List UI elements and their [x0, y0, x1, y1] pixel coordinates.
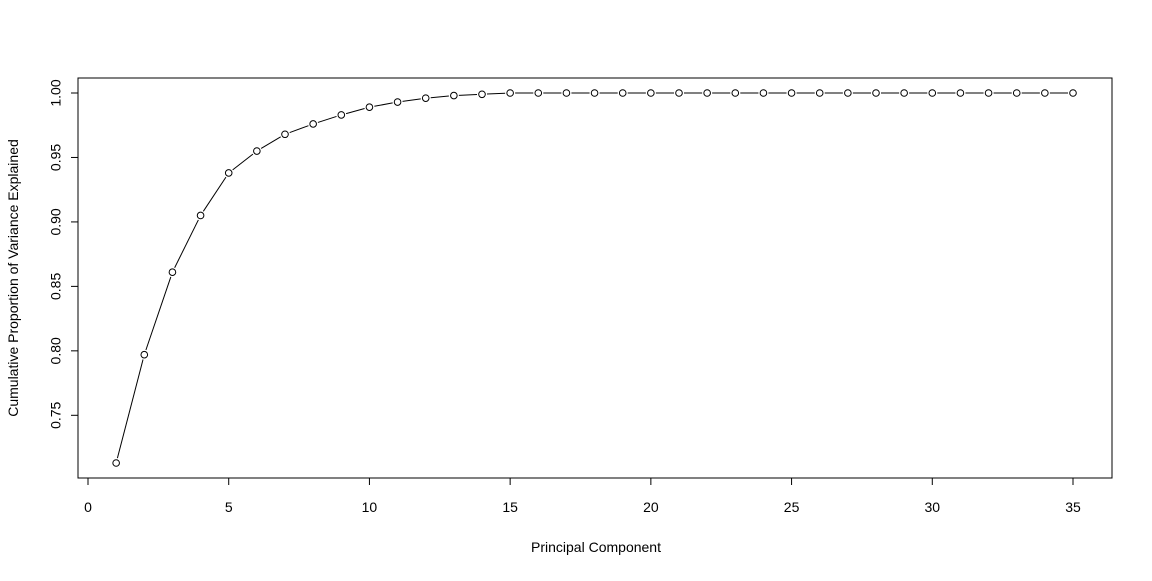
- y-tick-label: 0.90: [48, 208, 64, 235]
- data-point: [704, 90, 711, 97]
- line-segment: [487, 93, 505, 94]
- data-point: [225, 170, 232, 177]
- data-point: [845, 90, 852, 97]
- data-point: [985, 90, 992, 97]
- line-segment: [261, 137, 281, 149]
- line-segment: [374, 103, 392, 106]
- data-point: [676, 90, 683, 97]
- plot-frame: [78, 78, 1112, 478]
- y-tick-label: 0.80: [48, 337, 64, 364]
- data-point: [113, 460, 120, 467]
- data-point: [507, 90, 514, 97]
- y-tick-label: 1.00: [48, 79, 64, 106]
- line-segment: [203, 177, 226, 211]
- data-point: [254, 148, 261, 155]
- x-tick-label: 5: [225, 499, 233, 515]
- data-point: [141, 351, 148, 358]
- data-point: [1070, 90, 1077, 97]
- x-tick-label: 10: [362, 499, 378, 515]
- data-point: [563, 90, 570, 97]
- data-point: [310, 121, 317, 128]
- line-segment: [117, 360, 143, 459]
- data-point: [535, 90, 542, 97]
- data-point: [169, 269, 176, 276]
- line-segment: [459, 95, 477, 96]
- data-point: [816, 90, 823, 97]
- y-tick-label: 0.85: [48, 273, 64, 300]
- data-point: [760, 90, 767, 97]
- x-axis-label: Principal Component: [531, 539, 661, 555]
- y-tick-label: 0.95: [48, 144, 64, 171]
- x-tick-label: 20: [643, 499, 659, 515]
- y-axis-label: Cumulative Proportion of Variance Explai…: [5, 139, 21, 417]
- data-point: [901, 90, 908, 97]
- x-tick-label: 0: [84, 499, 92, 515]
- y-axis: 0.75 0.80 0.85 0.90 0.95 1.00: [48, 79, 78, 429]
- data-point: [479, 91, 486, 98]
- line-segment: [146, 277, 171, 350]
- x-tick-label: 15: [502, 499, 518, 515]
- data-point: [282, 131, 289, 138]
- line-segment: [318, 116, 337, 122]
- data-point: [1042, 90, 1049, 97]
- data-point: [648, 90, 655, 97]
- line-segment: [290, 126, 309, 133]
- data-point: [591, 90, 598, 97]
- data-point: [732, 90, 739, 97]
- x-axis: 0 5 10 15 20 25 30 35: [84, 478, 1081, 515]
- data-point: [1013, 90, 1020, 97]
- line-segment: [431, 96, 449, 98]
- data-point: [197, 212, 204, 219]
- data-point: [929, 90, 936, 97]
- line-segment: [175, 220, 199, 268]
- data-point: [873, 90, 880, 97]
- data-point: [619, 90, 626, 97]
- x-tick-label: 25: [784, 499, 800, 515]
- data-point: [338, 112, 345, 119]
- line-segment: [233, 154, 253, 170]
- data-point: [957, 90, 964, 97]
- line-segment: [346, 109, 365, 114]
- data-points: [113, 90, 1076, 467]
- series-line: [117, 93, 1068, 458]
- x-tick-label: 30: [924, 499, 940, 515]
- data-point: [422, 95, 429, 102]
- data-point: [366, 104, 373, 111]
- line-segment: [403, 99, 421, 102]
- x-tick-label: 35: [1065, 499, 1081, 515]
- y-tick-label: 0.75: [48, 401, 64, 428]
- data-point: [788, 90, 795, 97]
- data-point: [394, 99, 401, 106]
- data-point: [451, 92, 458, 99]
